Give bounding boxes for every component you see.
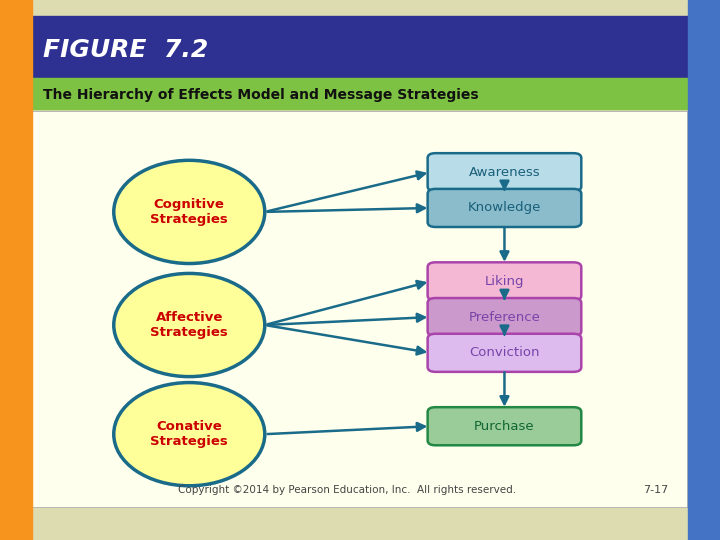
- FancyBboxPatch shape: [428, 153, 581, 191]
- Text: Preference: Preference: [469, 310, 541, 323]
- Text: Knowledge: Knowledge: [468, 201, 541, 214]
- Text: Cognitive
Strategies: Cognitive Strategies: [150, 198, 228, 226]
- FancyBboxPatch shape: [428, 262, 581, 300]
- Text: Conviction: Conviction: [469, 346, 540, 359]
- Text: Conative
Strategies: Conative Strategies: [150, 420, 228, 448]
- FancyBboxPatch shape: [428, 298, 581, 336]
- FancyBboxPatch shape: [428, 334, 581, 372]
- Text: 7-17: 7-17: [643, 485, 668, 495]
- FancyBboxPatch shape: [428, 189, 581, 227]
- Text: The Hierarchy of Effects Model and Message Strategies: The Hierarchy of Effects Model and Messa…: [43, 87, 479, 102]
- Text: Affective
Strategies: Affective Strategies: [150, 311, 228, 339]
- FancyBboxPatch shape: [428, 407, 581, 446]
- Ellipse shape: [114, 273, 265, 376]
- FancyBboxPatch shape: [32, 111, 688, 508]
- Text: FIGURE  7.2: FIGURE 7.2: [43, 38, 209, 62]
- Ellipse shape: [114, 160, 265, 264]
- Text: Awareness: Awareness: [469, 166, 540, 179]
- Ellipse shape: [114, 382, 265, 486]
- Text: Purchase: Purchase: [474, 420, 535, 433]
- Text: Copyright ©2014 by Pearson Education, Inc.  All rights reserved.: Copyright ©2014 by Pearson Education, In…: [178, 485, 516, 495]
- Text: Liking: Liking: [485, 275, 524, 288]
